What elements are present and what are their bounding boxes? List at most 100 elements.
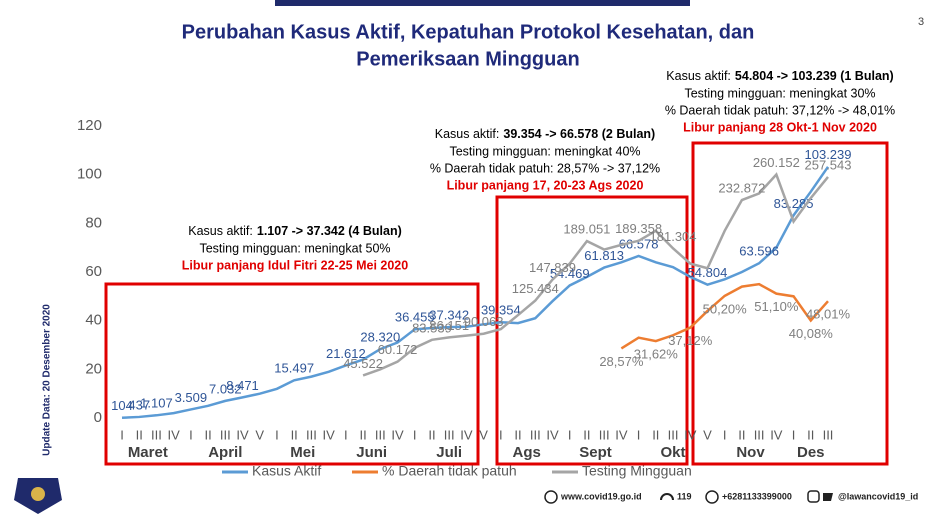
data-label: 54.469 bbox=[550, 266, 590, 281]
y-tick-label: 0 bbox=[94, 409, 102, 426]
month-label: Mei bbox=[290, 444, 315, 461]
x-tick-label: III bbox=[444, 427, 455, 442]
x-tick-label: III bbox=[823, 427, 834, 442]
x-tick-label: III bbox=[530, 427, 541, 442]
x-tick-label: I bbox=[568, 427, 572, 442]
annotation-regions: % Daerah tidak patuh: 28,57% -> 37,12% bbox=[430, 161, 660, 175]
x-tick-label: IV bbox=[546, 427, 559, 442]
month-label: Ags bbox=[512, 444, 540, 461]
data-label: 260.152 bbox=[753, 155, 800, 170]
annotation-case-label: Kasus aktif: bbox=[666, 69, 731, 83]
x-tick-label: V bbox=[479, 427, 488, 442]
x-tick-label: I bbox=[792, 427, 796, 442]
data-label: 15.497 bbox=[274, 361, 314, 376]
x-tick-label: V bbox=[255, 427, 264, 442]
month-label: Juni bbox=[356, 444, 387, 461]
data-label: 37.342 bbox=[429, 308, 469, 323]
highlight-boxes bbox=[104, 141, 889, 466]
x-tick-label: I bbox=[723, 427, 727, 442]
annotation-testing: Testing mingguan: meningkat 40% bbox=[449, 144, 640, 158]
legend-label: Kasus Aktif bbox=[252, 463, 321, 479]
x-tick-label: I bbox=[637, 427, 641, 442]
x-tick-label: IV bbox=[460, 427, 473, 442]
x-tick-label: I bbox=[413, 427, 417, 442]
page-number: 3 bbox=[918, 16, 924, 28]
month-label: Sept bbox=[579, 444, 612, 461]
data-label: 7.032 bbox=[209, 381, 242, 396]
data-label: 45.522 bbox=[343, 356, 383, 371]
series-line bbox=[362, 172, 829, 377]
x-tick-label: I bbox=[189, 427, 193, 442]
data-label: 90.063 bbox=[464, 314, 504, 329]
x-tick-label: IV bbox=[322, 427, 335, 442]
x-tick-label: V bbox=[703, 427, 712, 442]
month-label: Juli bbox=[436, 444, 462, 461]
data-label: 86.151 bbox=[429, 318, 469, 333]
annotation-case: Kasus aktif: 54.804 -> 103.239 (1 Bulan) bbox=[666, 69, 893, 83]
y-tick-label: 60 bbox=[85, 263, 102, 280]
data-label: 181.304 bbox=[650, 229, 697, 244]
data-label: 437 bbox=[128, 397, 150, 412]
x-tick-label: I bbox=[120, 427, 124, 442]
annotation-holiday: Libur panjang 17, 20-23 Ags 2020 bbox=[447, 178, 644, 192]
x-tick-label: III bbox=[375, 427, 386, 442]
x-tick-label: III bbox=[306, 427, 317, 442]
data-label: 28,57% bbox=[599, 354, 644, 369]
x-tick-label: III bbox=[599, 427, 610, 442]
data-label: 189.358 bbox=[615, 221, 662, 236]
data-label: 36.455 bbox=[395, 310, 435, 325]
x-tick-label: II bbox=[204, 427, 211, 442]
annotation-case-value: 1.107 -> 37.342 (4 Bulan) bbox=[257, 224, 402, 238]
chart-title-line2: Pemeriksaan Mingguan bbox=[356, 48, 579, 70]
data-label: 3.509 bbox=[175, 390, 208, 405]
data-label: 125.434 bbox=[512, 281, 559, 296]
footer: www.covid19.go.id 119 +6281133399000 @la… bbox=[544, 490, 918, 504]
data-label: 257.543 bbox=[805, 157, 852, 172]
month-label: Okt bbox=[661, 444, 686, 461]
data-label: 48,01% bbox=[806, 307, 851, 322]
data-label: 63.596 bbox=[739, 244, 779, 259]
x-tick-label: II bbox=[807, 427, 814, 442]
data-label: 147.839 bbox=[529, 260, 576, 275]
x-tick-label: II bbox=[359, 427, 366, 442]
annotation-case-value: 54.804 -> 103.239 (1 Bulan) bbox=[735, 69, 894, 83]
x-tick-label: II bbox=[136, 427, 143, 442]
data-label: 28.320 bbox=[360, 330, 400, 345]
logo bbox=[14, 478, 62, 514]
footer-hotline: 119 bbox=[677, 491, 692, 501]
data-label: 61.813 bbox=[584, 248, 624, 263]
month-label: April bbox=[208, 444, 242, 461]
x-tick-label: III bbox=[151, 427, 162, 442]
x-tick-label: IV bbox=[770, 427, 783, 442]
x-tick-label: IV bbox=[168, 427, 181, 442]
x-tick-label: II bbox=[652, 427, 659, 442]
month-label: Nov bbox=[736, 444, 765, 461]
x-tick-label: IV bbox=[236, 427, 249, 442]
footer-whatsapp: +6281133399000 bbox=[722, 491, 792, 501]
annotation-case-label: Kasus aktif: bbox=[435, 127, 500, 141]
x-tick-label: IV bbox=[391, 427, 404, 442]
data-label: 189.051 bbox=[563, 222, 610, 237]
data-label: 1.107 bbox=[140, 396, 173, 411]
x-tick-label: I bbox=[275, 427, 279, 442]
footer-social: @lawancovid19_id bbox=[838, 491, 918, 501]
data-label: 60.172 bbox=[378, 342, 418, 357]
annotation-case-value: 39.354 -> 66.578 (2 Bulan) bbox=[503, 127, 655, 141]
footer-website: www.covid19.go.id bbox=[560, 491, 642, 501]
series-line bbox=[620, 282, 829, 350]
annotation-holiday: Libur panjang Idul Fitri 22-25 Mei 2020 bbox=[182, 258, 408, 272]
data-label: 83.539 bbox=[412, 320, 452, 335]
x-tick-label: I bbox=[499, 427, 503, 442]
month-label: Des bbox=[797, 444, 825, 461]
annotation-testing: Testing mingguan: meningkat 30% bbox=[684, 86, 875, 100]
x-tick-label: II bbox=[428, 427, 435, 442]
data-label: 232.872 bbox=[718, 180, 765, 195]
data-label: 51,10% bbox=[754, 299, 799, 314]
x-tick-label: II bbox=[738, 427, 745, 442]
annotation-testing: Testing mingguan: meningkat 50% bbox=[199, 241, 390, 255]
x-tick-label: III bbox=[754, 427, 765, 442]
annotation-holiday: Libur panjang 28 Okt-1 Nov 2020 bbox=[683, 120, 877, 134]
series-line bbox=[121, 166, 830, 419]
data-label: 50,20% bbox=[703, 301, 748, 316]
